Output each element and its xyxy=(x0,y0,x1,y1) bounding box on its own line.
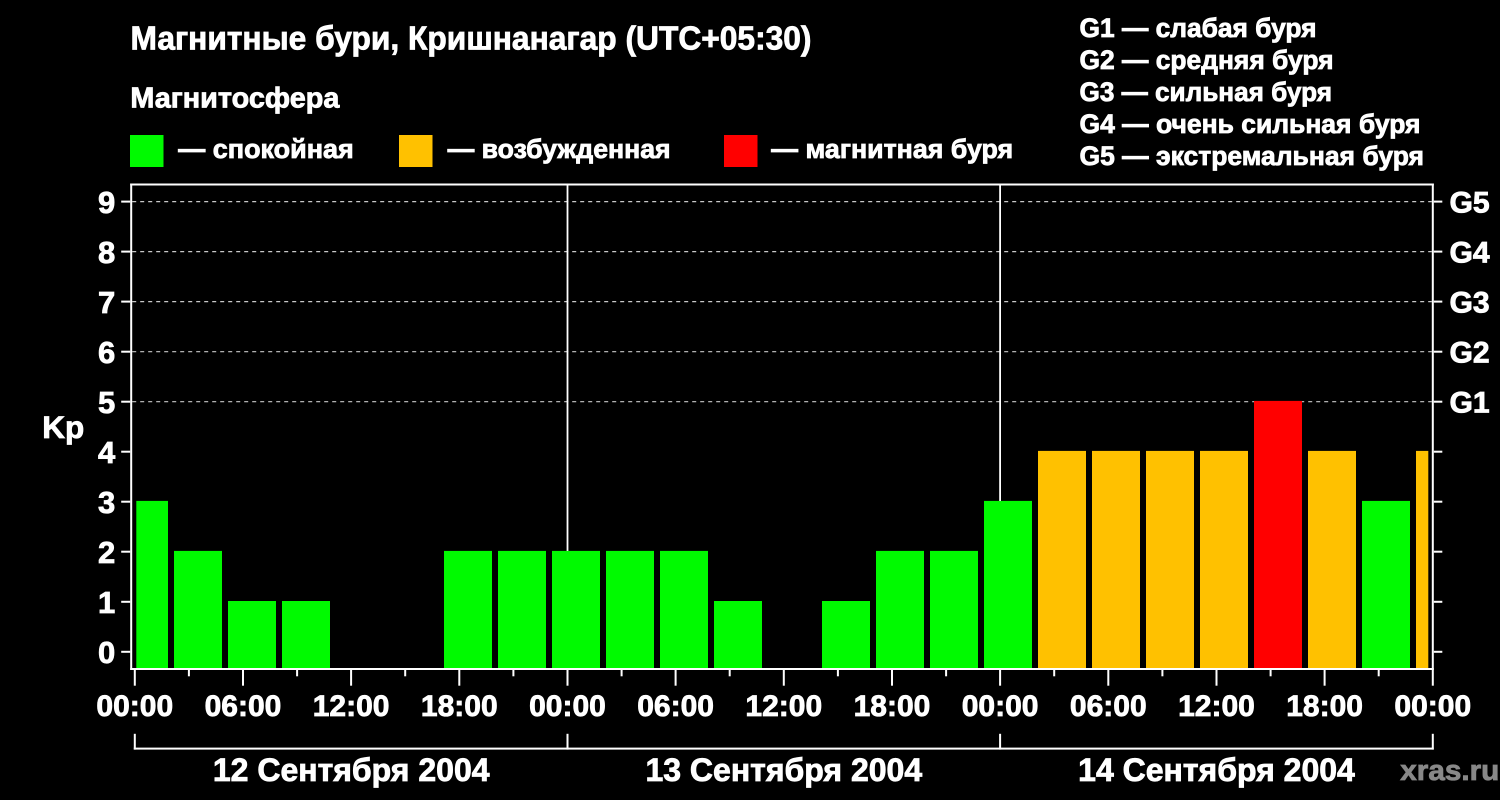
svg-text:xras.ru: xras.ru xyxy=(1400,755,1499,787)
svg-text:G4: G4 xyxy=(1450,237,1491,270)
svg-text:0: 0 xyxy=(98,635,115,670)
svg-text:12:00: 12:00 xyxy=(313,690,390,723)
svg-text:Kp: Kp xyxy=(42,409,84,445)
svg-text:1: 1 xyxy=(98,585,115,620)
svg-text:Магнитосфера: Магнитосфера xyxy=(130,83,340,115)
svg-text:G5: G5 xyxy=(1450,187,1490,220)
svg-text:— магнитная буря: — магнитная буря xyxy=(771,134,1013,164)
svg-text:00:00: 00:00 xyxy=(1394,690,1471,723)
svg-text:G5 — экстремальная буря: G5 — экстремальная буря xyxy=(1080,141,1425,171)
svg-text:G1: G1 xyxy=(1450,387,1490,420)
svg-text:00:00: 00:00 xyxy=(529,690,606,723)
svg-text:6: 6 xyxy=(98,335,115,370)
svg-text:12 Сентября 2004: 12 Сентября 2004 xyxy=(213,752,490,788)
svg-text:— возбужденная: — возбужденная xyxy=(448,134,671,164)
svg-text:18:00: 18:00 xyxy=(854,690,931,723)
svg-text:00:00: 00:00 xyxy=(96,690,173,723)
svg-text:18:00: 18:00 xyxy=(421,690,498,723)
svg-text:G3 — сильная буря: G3 — сильная буря xyxy=(1080,77,1333,107)
svg-text:G1 — слабая буря: G1 — слабая буря xyxy=(1080,13,1317,43)
svg-text:5: 5 xyxy=(98,385,115,420)
svg-text:4: 4 xyxy=(98,435,116,470)
svg-text:G3: G3 xyxy=(1450,287,1490,320)
svg-text:8: 8 xyxy=(98,235,115,270)
svg-text:12:00: 12:00 xyxy=(745,690,822,723)
svg-text:3: 3 xyxy=(98,485,115,520)
svg-text:06:00: 06:00 xyxy=(637,690,714,723)
svg-text:7: 7 xyxy=(98,285,115,320)
svg-text:18:00: 18:00 xyxy=(1286,690,1363,723)
svg-text:G4 — очень сильная буря: G4 — очень сильная буря xyxy=(1080,109,1421,139)
svg-text:Магнитные бури, Кришнанагар (U: Магнитные бури, Кришнанагар (UTC+05:30) xyxy=(131,19,812,56)
svg-text:— спокойная: — спокойная xyxy=(178,134,353,164)
svg-text:G2: G2 xyxy=(1450,337,1490,370)
svg-text:13 Сентября 2004: 13 Сентября 2004 xyxy=(645,752,922,788)
svg-text:14 Сентября 2004: 14 Сентября 2004 xyxy=(1078,752,1355,788)
svg-text:9: 9 xyxy=(98,185,115,220)
svg-text:06:00: 06:00 xyxy=(1070,690,1147,723)
svg-text:00:00: 00:00 xyxy=(962,690,1039,723)
svg-text:2: 2 xyxy=(98,535,115,570)
svg-text:G2 — средняя буря: G2 — средняя буря xyxy=(1080,45,1334,75)
svg-text:06:00: 06:00 xyxy=(205,690,282,723)
svg-text:12:00: 12:00 xyxy=(1178,690,1255,723)
